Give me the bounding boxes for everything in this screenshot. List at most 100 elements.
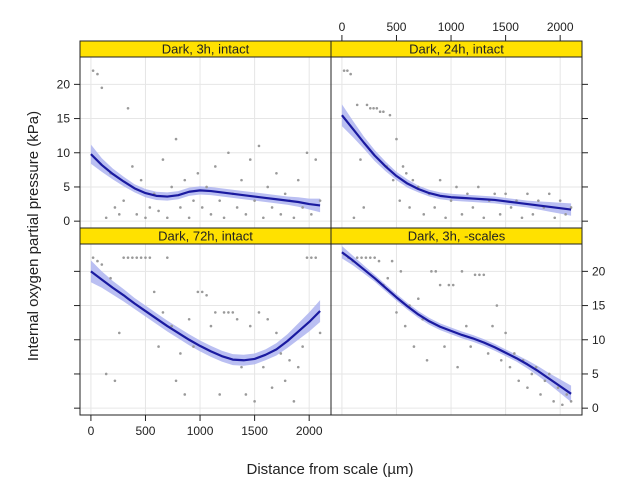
- data-point: [498, 213, 502, 216]
- data-point: [126, 107, 130, 110]
- data-point: [530, 372, 534, 376]
- data-point: [372, 107, 375, 110]
- data-point: [227, 311, 230, 314]
- data-point: [170, 185, 173, 189]
- data-point: [504, 331, 507, 335]
- data-point: [553, 216, 557, 220]
- data-point: [214, 311, 217, 314]
- data-point: [152, 290, 156, 294]
- data-point: [196, 290, 200, 294]
- data-point: [117, 213, 121, 216]
- fit-line: [341, 114, 572, 211]
- data-point: [411, 178, 415, 182]
- data-point: [378, 110, 382, 114]
- data-point: [398, 199, 402, 202]
- data-point: [469, 345, 472, 348]
- data-point: [266, 317, 270, 321]
- data-point: [368, 107, 372, 110]
- y-tick-label: 10: [57, 146, 71, 160]
- data-point: [558, 199, 562, 202]
- data-point: [447, 283, 451, 287]
- confidence-band: [90, 260, 321, 366]
- data-point: [113, 206, 117, 209]
- data-point: [425, 358, 429, 362]
- data-point: [174, 379, 178, 383]
- data-point: [283, 192, 287, 196]
- data-point: [547, 192, 551, 196]
- data-point: [100, 263, 104, 266]
- data-point: [359, 158, 362, 161]
- data-point: [386, 276, 390, 280]
- data-point: [388, 113, 392, 117]
- data-point: [205, 185, 208, 189]
- data-point: [301, 206, 304, 209]
- data-point: [166, 256, 169, 259]
- data-point: [100, 86, 104, 90]
- data-point: [362, 206, 366, 209]
- data-point: [244, 393, 248, 396]
- data-point: [126, 256, 130, 259]
- data-point: [477, 185, 480, 189]
- y-tick-label: 5: [63, 180, 70, 194]
- data-point: [405, 171, 408, 175]
- data-point: [183, 178, 187, 182]
- data-point: [122, 256, 125, 259]
- data-point: [449, 199, 453, 202]
- fit-line: [341, 251, 572, 395]
- data-point: [444, 216, 447, 220]
- data-point: [486, 352, 490, 355]
- data-point: [183, 393, 187, 396]
- data-point: [482, 273, 486, 277]
- data-point: [131, 165, 134, 168]
- data-point: [296, 365, 300, 369]
- x-tick-label: 500: [135, 424, 155, 438]
- data-point: [262, 365, 265, 369]
- data-point: [310, 213, 313, 216]
- data-point: [355, 256, 359, 259]
- data-point: [352, 216, 356, 220]
- data-point: [318, 199, 322, 202]
- data-point: [113, 379, 117, 383]
- panel-3: Dark, 72h, intact: [79, 227, 332, 416]
- data-point: [283, 379, 287, 383]
- data-point: [526, 192, 529, 196]
- panel-border: [330, 243, 583, 416]
- data-point: [205, 294, 208, 297]
- data-point: [192, 345, 195, 348]
- data-point: [456, 365, 459, 369]
- data-point: [403, 324, 407, 328]
- y-tick-label: 5: [592, 367, 599, 381]
- data-point: [187, 216, 191, 220]
- data-point: [451, 283, 455, 287]
- data-point: [534, 365, 538, 369]
- data-point: [240, 178, 243, 182]
- data-point: [139, 178, 143, 182]
- panel-1: Dark, 3h, intact: [79, 40, 332, 229]
- data-point: [117, 331, 121, 335]
- data-point: [200, 290, 204, 294]
- data-point: [253, 199, 256, 202]
- y-tick-label: 0: [63, 214, 70, 228]
- data-point: [422, 213, 426, 216]
- data-point: [235, 317, 239, 321]
- data-point: [401, 165, 405, 168]
- data-point: [360, 256, 363, 259]
- data-point: [368, 256, 372, 259]
- data-point: [460, 270, 464, 273]
- panels-layer: Dark, 3h, intact Dark, 24h, intact Dark, 7…: [57, 20, 606, 438]
- data-point: [96, 72, 99, 76]
- data-point: [253, 400, 256, 403]
- data-point: [122, 199, 125, 202]
- data-point: [305, 151, 309, 155]
- data-point: [139, 256, 143, 259]
- panel-4: Dark, 3h, -scales: [330, 227, 583, 416]
- data-point: [531, 213, 535, 216]
- data-point: [96, 259, 99, 263]
- data-point: [377, 259, 381, 263]
- data-point: [292, 400, 296, 403]
- fit-line: [90, 153, 321, 207]
- x-tick-label: 1500: [241, 424, 268, 438]
- strip-label: Dark, 72h, intact: [158, 229, 253, 244]
- x-axis-title: Distance from scale (µm): [246, 461, 413, 478]
- data-point: [504, 192, 507, 196]
